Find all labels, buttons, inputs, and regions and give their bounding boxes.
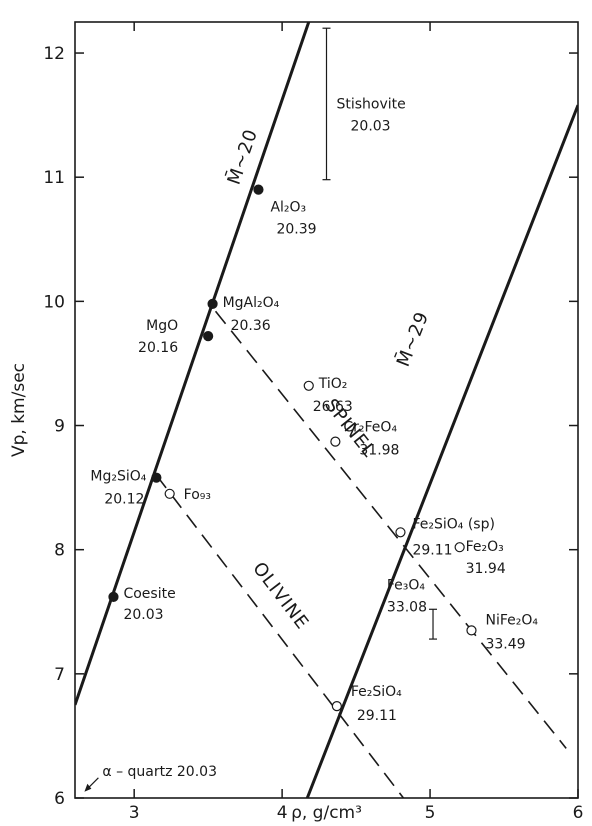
- trend-label-m29: M̄~29: [392, 308, 434, 370]
- x-tick-label: 3: [129, 803, 140, 823]
- y-axis-label: Vp, km/sec: [9, 363, 29, 457]
- dashed-line-spinel: [214, 310, 567, 749]
- annotations: M̄~20M̄~29SPINELOLIVINEAl₂O₃20.39MgAl₂O₄…: [84, 97, 538, 792]
- error-label-stishovite: Stishovite: [337, 97, 406, 113]
- point-label-mg2sio4: Mg₂SiO₄: [90, 469, 146, 485]
- point-label-cr2feo4: Cr₂FeO₄: [343, 420, 397, 436]
- y-tick-label: 6: [54, 789, 65, 809]
- trend-lines: [75, 22, 578, 798]
- data-points: [108, 27, 477, 712]
- quartz-label: α – quartz 20.03: [102, 764, 217, 780]
- trend-line-m29: [305, 104, 578, 798]
- point-mg2sio4: [151, 472, 162, 483]
- quartz-arrowhead: [84, 783, 92, 792]
- y-tick-label: 9: [54, 417, 65, 437]
- point-label-fe2sio4: Fe₂SiO₄: [351, 684, 402, 700]
- point-label-fo93: Fo₉₃: [184, 487, 211, 503]
- point-label-coesite: Coesite: [123, 586, 175, 602]
- point-mmw-tio2: 26.63: [313, 399, 353, 415]
- point-label-nife2o4: NiFe₂O₄: [485, 612, 538, 628]
- point-coesite: [108, 591, 119, 602]
- axis-ticks: 3 4 5 6 6 7 8 9 10 11 12: [43, 22, 583, 823]
- point-mmw-fe2sio4sp: 29.11: [412, 542, 452, 558]
- point-mmw-mgo: 20.16: [138, 340, 178, 356]
- point-fe2sio4sp: [395, 527, 406, 538]
- y-tick-label: 8: [54, 541, 65, 561]
- x-axis-label: ρ, g/cm³: [291, 803, 362, 823]
- point-mmw-mg2sio4: 20.12: [104, 492, 144, 508]
- point-mgal2o4: [207, 298, 218, 309]
- y-tick-label: 11: [43, 168, 65, 188]
- dashed-line-olivine: [155, 474, 405, 798]
- point-label-mgal2o4: MgAl₂O₄: [223, 295, 280, 311]
- point-al2o3: [253, 184, 264, 195]
- point-mgo: [203, 331, 214, 342]
- y-tick-label: 12: [43, 44, 65, 64]
- plot-frame: [74, 21, 579, 799]
- error-mmw-fe3o4: 33.08: [387, 599, 427, 615]
- error-label-fe3o4: Fe₃O₄: [387, 577, 426, 593]
- trend-line-m20: [75, 22, 311, 706]
- point-tio2: [303, 380, 314, 391]
- y-tick-label: 7: [54, 665, 65, 685]
- point-mmw-coesite: 20.03: [123, 607, 163, 623]
- point-label-mgo: MgO: [146, 318, 178, 334]
- point-mmw-fe2o3: 31.94: [466, 561, 506, 577]
- point-cr2feo4: [330, 436, 341, 447]
- point-label-tio2: TiO₂: [318, 376, 348, 392]
- point-mmw-nife2o4: 33.49: [485, 636, 525, 652]
- point-nife2o4: [466, 625, 477, 636]
- point-mmw-mgal2o4: 20.36: [231, 318, 271, 334]
- point-label-al2o3: Al₂O₃: [270, 200, 306, 216]
- point-mmw-cr2feo4: 31.98: [359, 443, 399, 459]
- point-label-fe2sio4sp: Fe₂SiO₄ (sp): [412, 516, 494, 532]
- point-fe2o3: [454, 542, 465, 553]
- point-label-fe2o3: Fe₂O₃: [466, 539, 504, 555]
- point-fo93: [164, 488, 175, 499]
- y-tick-label: 10: [43, 292, 65, 312]
- x-tick-label: 6: [573, 803, 584, 823]
- point-fe2sio4: [331, 701, 342, 712]
- x-tick-label: 5: [425, 803, 436, 823]
- olivine-label: OLIVINE: [248, 558, 313, 633]
- point-mmw-fe2sio4: 29.11: [357, 708, 397, 724]
- error-mmw-stishovite: 20.03: [351, 119, 391, 135]
- x-tick-label: 4: [277, 803, 288, 823]
- point-mmw-al2o3: 20.39: [276, 222, 316, 238]
